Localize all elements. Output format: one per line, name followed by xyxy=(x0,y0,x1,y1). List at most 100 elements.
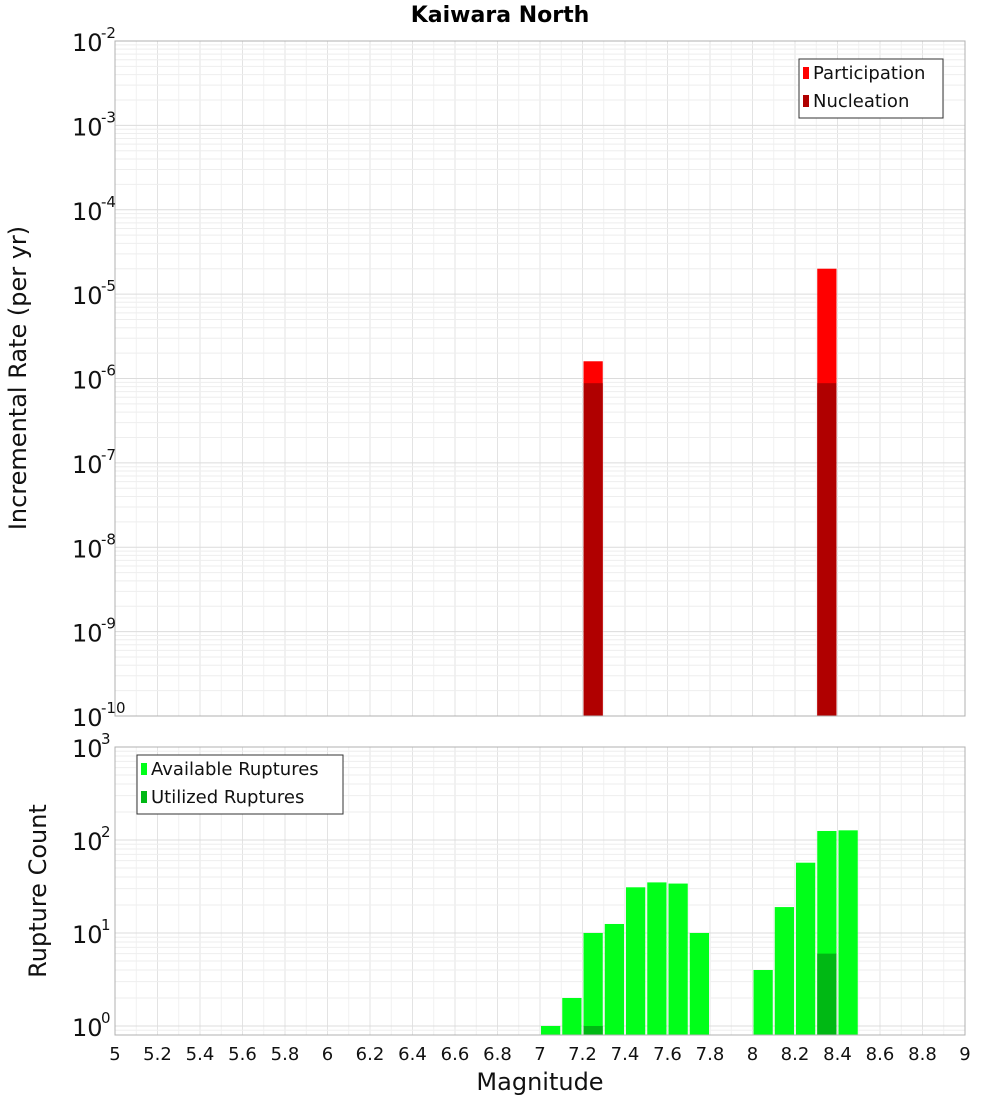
x-tick-label: 6.2 xyxy=(356,1044,385,1065)
y-tick-label: 103 xyxy=(72,730,111,763)
chart-title: Kaiwara North xyxy=(411,3,590,28)
x-tick-label: 8 xyxy=(747,1044,758,1065)
bar-available-ruptures xyxy=(562,997,582,1035)
x-tick-label: 6.4 xyxy=(398,1044,427,1065)
y-tick-exponent: -6 xyxy=(101,362,116,380)
legend-box xyxy=(136,754,344,815)
x-tick-label: 6.6 xyxy=(441,1044,470,1065)
y-tick-exponent: -2 xyxy=(101,24,116,42)
count-panel-frame xyxy=(114,746,966,1036)
y-tick-base: 10 xyxy=(72,367,103,395)
y-tick-base: 10 xyxy=(72,451,103,479)
x-tick-label: 6.8 xyxy=(483,1044,512,1065)
y-tick-base: 10 xyxy=(72,828,103,856)
y-tick-exponent: 2 xyxy=(101,823,111,841)
bar-available-ruptures xyxy=(753,969,773,1035)
x-tick-label: 7 xyxy=(534,1044,545,1065)
y-tick-label: 10-5 xyxy=(72,277,116,310)
bar-nucleation xyxy=(583,383,603,716)
y-tick-exponent: -3 xyxy=(101,108,116,126)
y-tick-label: 10-10 xyxy=(72,699,126,732)
rate-panel-grid xyxy=(114,40,966,717)
y-tick-base: 10 xyxy=(72,29,103,57)
x-tick-label: 5 xyxy=(109,1044,120,1065)
y-tick-base: 10 xyxy=(72,282,103,310)
bar-utilized-ruptures xyxy=(817,953,837,1035)
rate-panel-frame xyxy=(114,40,966,717)
bar-available-ruptures xyxy=(647,882,667,1035)
bar-available-ruptures xyxy=(541,1025,561,1035)
rate-panel-legend: Participation Nucleation xyxy=(798,58,944,119)
y-tick-exponent: 3 xyxy=(101,730,111,748)
x-tick-label: 8.2 xyxy=(781,1044,810,1065)
y-tick-exponent: -7 xyxy=(101,446,116,464)
y-tick-label: 10-9 xyxy=(72,615,116,648)
x-tick-label: 8.4 xyxy=(823,1044,852,1065)
y-tick-label: 10-7 xyxy=(72,446,116,479)
legend-entry: Available Ruptures xyxy=(151,759,319,780)
x-axis-label: Magnitude xyxy=(476,1068,603,1096)
y-tick-base: 10 xyxy=(72,113,103,141)
y-tick-exponent: -9 xyxy=(101,615,116,633)
legend-swatch xyxy=(803,67,809,79)
y-tick-base: 10 xyxy=(72,198,103,226)
x-axis-ticks: 5 5.2 5.4 5.6 5.8 6 6.2 6.4 6.6 6.8 7 7.2 7.4 7.6 7.8 8… xyxy=(109,1044,970,1065)
x-tick-label: 7.4 xyxy=(611,1044,640,1065)
legend-swatch xyxy=(141,763,147,775)
bar-available-ruptures xyxy=(838,830,858,1035)
y-tick-exponent: -10 xyxy=(101,699,126,717)
y-tick-label: 10-2 xyxy=(72,24,116,57)
y-tick-label: 10-6 xyxy=(72,362,116,395)
x-tick-label: 8.8 xyxy=(908,1044,937,1065)
x-tick-label: 7.2 xyxy=(568,1044,597,1065)
x-tick-label: 7.8 xyxy=(696,1044,725,1065)
y-tick-label: 100 xyxy=(72,1009,111,1042)
y-tick-base: 10 xyxy=(72,921,103,949)
bar-available-ruptures xyxy=(626,887,646,1035)
x-tick-label: 8.6 xyxy=(866,1044,895,1065)
y-tick-base: 10 xyxy=(72,704,103,732)
y-tick-base: 10 xyxy=(72,535,103,563)
bar-available-ruptures xyxy=(774,907,794,1035)
x-tick-label: 5.2 xyxy=(143,1044,172,1065)
y-tick-exponent: -4 xyxy=(101,193,116,211)
y-tick-label: 101 xyxy=(72,916,111,949)
y-tick-exponent: 0 xyxy=(101,1009,111,1027)
x-tick-label: 9 xyxy=(959,1044,970,1065)
count-panel-bars xyxy=(541,830,858,1035)
x-tick-label: 5.8 xyxy=(271,1044,300,1065)
x-tick-label: 5.4 xyxy=(186,1044,215,1065)
x-tick-label: 5.6 xyxy=(228,1044,257,1065)
bar-utilized-ruptures xyxy=(583,1025,603,1035)
bar-available-ruptures xyxy=(583,932,603,1035)
count-panel-y-label: Rupture Count xyxy=(24,804,52,978)
y-tick-label: 102 xyxy=(72,823,111,856)
y-tick-exponent: -5 xyxy=(101,277,116,295)
y-tick-base: 10 xyxy=(72,1014,103,1042)
legend-swatch xyxy=(141,791,147,803)
legend-entry: Nucleation xyxy=(813,91,909,112)
y-tick-label: 10-4 xyxy=(72,193,116,226)
bar-available-ruptures xyxy=(604,923,624,1035)
y-tick-label: 10-3 xyxy=(72,108,116,141)
bar-available-ruptures xyxy=(796,862,816,1035)
count-panel-legend: Available Ruptures Utilized Ruptures xyxy=(136,754,344,815)
bar-available-ruptures xyxy=(668,883,688,1035)
bar-available-ruptures xyxy=(689,932,709,1035)
y-tick-exponent: -8 xyxy=(101,530,116,548)
y-tick-label: 10-8 xyxy=(72,530,116,563)
legend-box xyxy=(798,58,944,119)
y-tick-base: 10 xyxy=(72,620,103,648)
y-tick-base: 10 xyxy=(72,735,103,763)
x-tick-label: 7.6 xyxy=(653,1044,682,1065)
legend-entry: Participation xyxy=(813,63,925,84)
bar-nucleation xyxy=(817,383,837,716)
legend-swatch xyxy=(803,95,809,107)
rate-panel-bars xyxy=(583,268,837,716)
legend-entry: Utilized Ruptures xyxy=(151,787,304,808)
y-tick-exponent: 1 xyxy=(101,916,111,934)
rate-panel-y-label: Incremental Rate (per yr) xyxy=(4,226,32,530)
